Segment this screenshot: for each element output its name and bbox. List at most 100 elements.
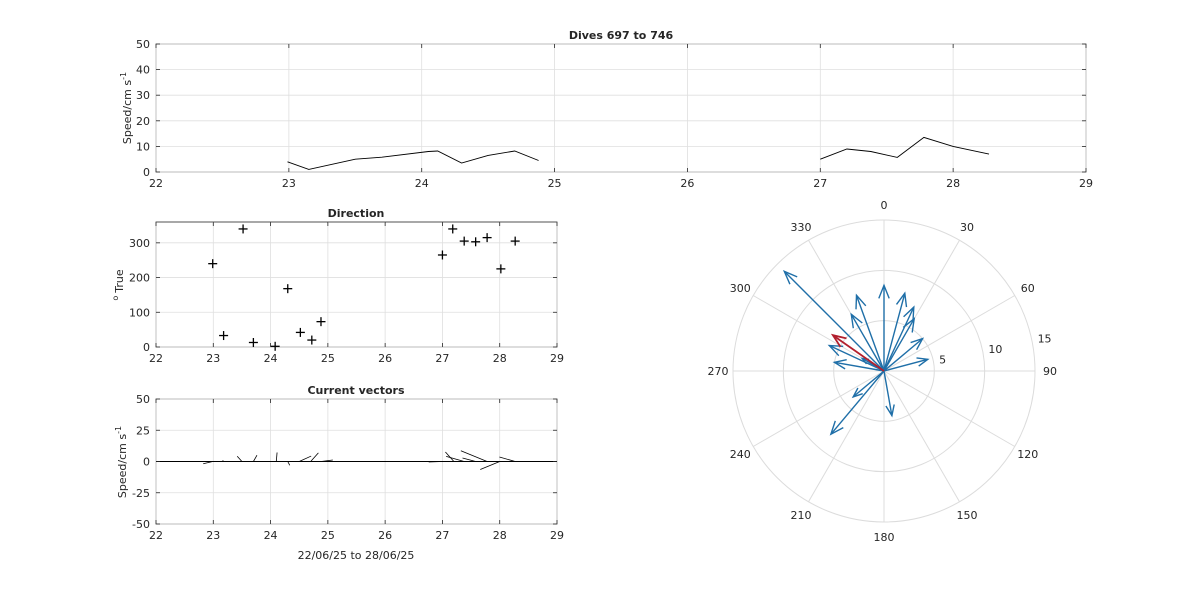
compass-mean-vector xyxy=(830,333,885,372)
compass-vector xyxy=(883,305,915,372)
direction-xtick-label: 26 xyxy=(378,352,392,365)
speed-ylabel-sup: -1 xyxy=(119,72,128,80)
vectors-xtick-label: 26 xyxy=(378,529,392,542)
compass-labels: 0 30 60 90 120 150 180 210 240 270 300 330 5 10 15 xyxy=(708,199,1058,544)
compass-vector xyxy=(855,293,885,372)
vectors-title: Current vectors xyxy=(307,384,405,397)
vectors-ytick-label: 50 xyxy=(136,393,150,406)
vectors-stick xyxy=(480,461,500,470)
direction-ylabel-prefix: o xyxy=(111,296,120,301)
vectors-stick xyxy=(299,455,312,462)
vectors-stick xyxy=(499,456,516,462)
vectors-ytick-label: -25 xyxy=(132,487,150,500)
compass-vector-shaft xyxy=(855,295,885,372)
compass-vector-head xyxy=(878,283,890,299)
compass-angle-label: 0 xyxy=(881,199,888,212)
compass-angle-label: 210 xyxy=(791,509,812,522)
compass-vector-shaft xyxy=(883,293,906,372)
direction-xtick-label: 25 xyxy=(321,352,335,365)
speed-grid xyxy=(155,43,1087,173)
direction-point xyxy=(295,327,305,337)
compass-vector-shaft xyxy=(828,344,885,372)
vectors-xtick-label: 24 xyxy=(264,529,278,542)
direction-ylabel: o True xyxy=(111,269,126,301)
compass-vector-head xyxy=(902,317,916,333)
compass-vector-head xyxy=(829,420,844,436)
vectors-stick xyxy=(445,451,455,462)
compass-radius-label: 5 xyxy=(939,353,946,366)
speed-ticks: 22 23 24 25 26 27 28 29 0 10 20 30 40 50 xyxy=(136,38,1093,190)
compass-vector-head xyxy=(782,269,798,285)
compass-vector-shaft xyxy=(883,338,924,372)
compass-vector-shaft xyxy=(883,306,915,372)
compass-vector-shaft xyxy=(830,370,885,435)
vectors-xtick-label: 23 xyxy=(206,529,220,542)
compass-spoke xyxy=(883,370,960,503)
compass-vector-head xyxy=(903,305,915,322)
vectors-stick xyxy=(236,455,243,462)
direction-series xyxy=(208,224,520,351)
compass-vector-shaft xyxy=(834,361,885,372)
direction-xtick-label: 29 xyxy=(550,352,564,365)
direction-title: Direction xyxy=(328,207,385,220)
compass-vector-head xyxy=(827,344,844,357)
compass-vector xyxy=(832,359,885,372)
speed-ytick-label: 50 xyxy=(136,38,150,51)
compass-vector-head xyxy=(850,312,863,329)
compass-mean-vector-head xyxy=(830,333,847,348)
vectors-xtick-label: 29 xyxy=(550,529,564,542)
compass-vector-head xyxy=(855,293,867,310)
speed-xtick-label: 28 xyxy=(946,177,960,190)
direction-panel: 22 23 24 25 26 27 28 29 0 100 200 300 Direction o Tr… xyxy=(111,207,564,365)
speed-ytick-label: 20 xyxy=(136,115,150,128)
compass-angle-label: 330 xyxy=(791,221,812,234)
speed-panel: 22 23 24 25 26 27 28 29 0 10 20 30 40 50 Dives 697 to… xyxy=(119,29,1093,190)
compass-panel: 0 30 60 90 120 150 180 210 240 270 300 330 5 10 15 xyxy=(708,199,1058,544)
speed-ytick-label: 10 xyxy=(136,140,150,153)
compass-vector xyxy=(883,370,895,418)
direction-xtick-label: 28 xyxy=(493,352,507,365)
vectors-ytick-label: -50 xyxy=(132,518,150,531)
compass-vector xyxy=(878,283,890,371)
compass-angle-label: 90 xyxy=(1043,365,1057,378)
compass-vector xyxy=(782,269,885,372)
direction-point xyxy=(208,259,218,269)
speed-xtick-label: 24 xyxy=(415,177,429,190)
compass-vector-head xyxy=(910,337,925,351)
direction-point xyxy=(459,236,469,246)
speed-line xyxy=(820,136,990,160)
vectors-stick xyxy=(275,452,278,462)
compass-vector xyxy=(851,370,885,399)
direction-ytick-label: 300 xyxy=(129,237,150,250)
compass-vector xyxy=(850,312,885,372)
compass-angle-label: 270 xyxy=(708,365,729,378)
direction-xtick-label: 24 xyxy=(264,352,278,365)
compass-angle-label: 240 xyxy=(730,448,751,461)
compass-vector-shaft xyxy=(850,313,885,372)
vectors-stick xyxy=(287,461,291,466)
direction-ytick-label: 0 xyxy=(143,341,150,354)
vectors-stick xyxy=(462,457,476,462)
speed-ytick-label: 40 xyxy=(136,64,150,77)
compass-spoke xyxy=(883,295,1016,372)
compass-mean-vector-shaft xyxy=(832,334,885,372)
compass-vector xyxy=(883,291,908,372)
direction-point xyxy=(219,331,229,341)
vectors-ytick-label: 25 xyxy=(136,424,150,437)
vectors-stick xyxy=(446,455,465,462)
direction-point xyxy=(437,250,447,260)
vectors-ylabel: Speed/cm s-1 xyxy=(114,426,129,498)
direction-point xyxy=(307,335,317,345)
direction-point xyxy=(448,224,458,234)
direction-point xyxy=(270,341,280,351)
direction-ylabel-text: True xyxy=(113,269,126,294)
vectors-stick xyxy=(253,454,258,462)
vectors-stick xyxy=(310,452,319,462)
compass-angle-label: 300 xyxy=(730,282,751,295)
compass-vector-head xyxy=(851,387,863,399)
vectors-xtick-label: 22 xyxy=(149,529,163,542)
compass-angle-label: 60 xyxy=(1021,282,1035,295)
vectors-xtick-label: 27 xyxy=(435,529,449,542)
speed-xtick-label: 29 xyxy=(1079,177,1093,190)
vectors-ticks: 22 23 24 25 26 27 28 29 -50 -25 0 25 50 xyxy=(132,393,564,542)
